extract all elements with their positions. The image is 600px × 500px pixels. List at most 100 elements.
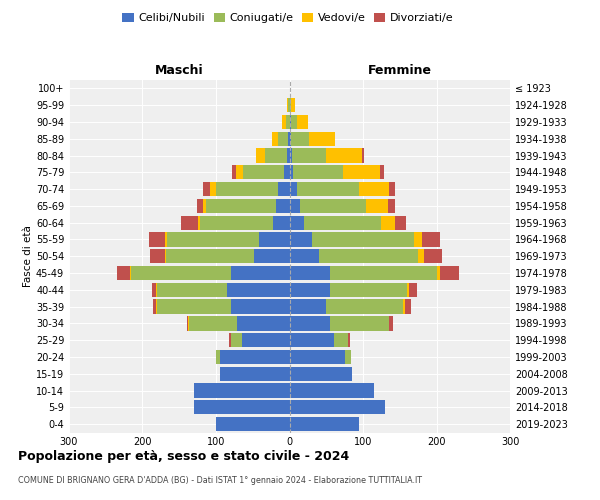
Bar bbox=[230, 266, 290, 280]
Bar bbox=[200, 216, 274, 230]
Bar bbox=[437, 266, 440, 280]
Bar bbox=[288, 98, 290, 112]
Bar bbox=[229, 333, 230, 347]
Bar bbox=[334, 333, 348, 347]
Y-axis label: Fasce di età: Fasce di età bbox=[23, 226, 33, 287]
Bar bbox=[344, 350, 350, 364]
Bar bbox=[311, 232, 415, 246]
Bar bbox=[310, 132, 335, 146]
Bar bbox=[232, 165, 236, 180]
Bar bbox=[284, 165, 290, 180]
Bar bbox=[407, 282, 409, 297]
Bar bbox=[206, 199, 276, 213]
Bar bbox=[230, 300, 290, 314]
Bar bbox=[181, 216, 197, 230]
Bar bbox=[380, 165, 383, 180]
Bar bbox=[165, 232, 167, 246]
Bar bbox=[290, 182, 297, 196]
Bar bbox=[330, 282, 407, 297]
Bar bbox=[290, 199, 300, 213]
Bar bbox=[290, 366, 352, 381]
Bar bbox=[290, 282, 330, 297]
Bar bbox=[131, 266, 230, 280]
Bar bbox=[197, 199, 203, 213]
Bar bbox=[389, 316, 393, 330]
Bar bbox=[197, 216, 200, 230]
Bar bbox=[290, 249, 319, 264]
Bar bbox=[440, 266, 458, 280]
Bar bbox=[300, 199, 366, 213]
Bar bbox=[216, 417, 290, 431]
Bar bbox=[290, 266, 330, 280]
Bar bbox=[278, 182, 290, 196]
Bar bbox=[409, 282, 418, 297]
Bar bbox=[290, 115, 291, 129]
Bar bbox=[418, 249, 424, 264]
Bar bbox=[236, 165, 243, 180]
Bar bbox=[297, 115, 308, 129]
Bar bbox=[117, 266, 130, 280]
Bar bbox=[164, 249, 166, 264]
Bar bbox=[265, 148, 287, 162]
Bar bbox=[304, 216, 382, 230]
Bar bbox=[388, 199, 395, 213]
Bar bbox=[290, 350, 344, 364]
Bar bbox=[203, 199, 206, 213]
Text: Femmine: Femmine bbox=[368, 64, 432, 78]
Bar bbox=[297, 182, 359, 196]
Bar bbox=[359, 182, 389, 196]
Text: COMUNE DI BRIGNANO GERA D'ADDA (BG) - Dati ISTAT 1° gennaio 2024 - Elaborazione : COMUNE DI BRIGNANO GERA D'ADDA (BG) - Da… bbox=[18, 476, 422, 485]
Bar bbox=[291, 115, 297, 129]
Bar bbox=[254, 249, 290, 264]
Bar bbox=[293, 165, 343, 180]
Bar bbox=[290, 300, 326, 314]
Bar bbox=[256, 148, 265, 162]
Bar bbox=[290, 132, 291, 146]
Bar bbox=[326, 300, 403, 314]
Bar bbox=[424, 249, 442, 264]
Legend: Celibi/Nubili, Coniugati/e, Vedovi/e, Divorziati/e: Celibi/Nubili, Coniugati/e, Vedovi/e, Di… bbox=[118, 8, 458, 28]
Bar bbox=[389, 182, 395, 196]
Bar bbox=[203, 182, 210, 196]
Bar bbox=[366, 199, 388, 213]
Bar bbox=[343, 165, 380, 180]
Bar bbox=[278, 132, 288, 146]
Bar bbox=[292, 148, 326, 162]
Bar bbox=[282, 115, 286, 129]
Bar bbox=[152, 282, 156, 297]
Bar bbox=[395, 216, 406, 230]
Bar bbox=[291, 98, 295, 112]
Bar bbox=[220, 350, 290, 364]
Bar bbox=[382, 216, 395, 230]
Bar bbox=[153, 300, 157, 314]
Bar bbox=[167, 232, 259, 246]
Bar bbox=[415, 232, 422, 246]
Bar bbox=[210, 182, 216, 196]
Bar bbox=[290, 417, 359, 431]
Bar bbox=[290, 232, 311, 246]
Bar bbox=[230, 333, 242, 347]
Bar bbox=[319, 249, 418, 264]
Bar bbox=[290, 400, 385, 414]
Bar bbox=[290, 165, 293, 180]
Bar bbox=[403, 300, 405, 314]
Bar bbox=[287, 98, 288, 112]
Bar bbox=[272, 132, 278, 146]
Bar bbox=[216, 182, 278, 196]
Bar bbox=[290, 98, 291, 112]
Bar bbox=[187, 316, 188, 330]
Bar bbox=[290, 384, 374, 398]
Bar bbox=[405, 300, 411, 314]
Bar bbox=[348, 333, 350, 347]
Text: Popolazione per età, sesso e stato civile - 2024: Popolazione per età, sesso e stato civil… bbox=[18, 450, 349, 463]
Bar bbox=[362, 148, 364, 162]
Bar bbox=[156, 282, 157, 297]
Bar bbox=[291, 132, 310, 146]
Bar bbox=[330, 266, 437, 280]
Bar bbox=[194, 384, 290, 398]
Bar bbox=[290, 216, 304, 230]
Bar bbox=[166, 249, 254, 264]
Bar bbox=[216, 350, 220, 364]
Bar bbox=[189, 316, 236, 330]
Bar bbox=[287, 148, 290, 162]
